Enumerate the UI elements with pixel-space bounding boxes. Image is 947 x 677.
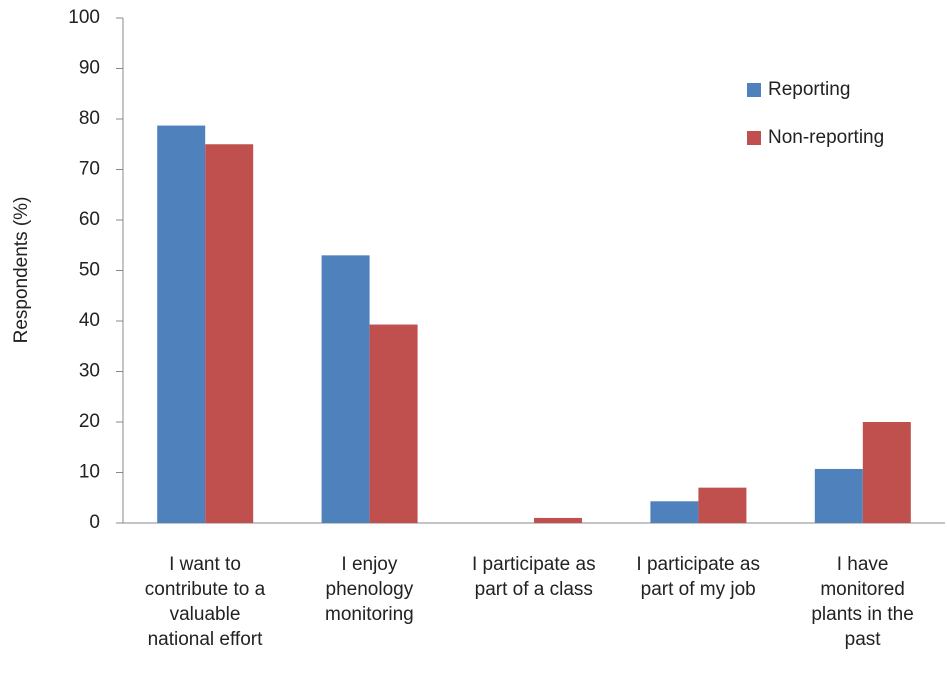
x-tick-label: I enjoy phenology monitoring	[325, 554, 414, 625]
bar	[321, 255, 370, 523]
y-tick-label: 60	[79, 209, 100, 230]
bar	[698, 487, 747, 523]
y-tick-label: 90	[79, 58, 100, 79]
y-tick-label: 40	[79, 310, 100, 331]
legend-label: Reporting	[768, 79, 850, 100]
y-tick-label: 80	[79, 108, 100, 129]
legend-swatch	[747, 131, 761, 145]
y-tick-label: 10	[79, 462, 100, 483]
y-tick-label: 50	[79, 260, 100, 281]
bar	[650, 501, 699, 523]
bar	[862, 422, 911, 523]
x-tick-label: I want to contribute to a valuable natio…	[144, 554, 266, 650]
x-tick-label: I participate as part of a class	[472, 554, 596, 600]
x-tick-label: I participate as part of my job	[636, 554, 760, 600]
y-tick-label: 100	[68, 7, 100, 28]
bar	[534, 517, 582, 523]
y-tick-label: 0	[89, 512, 100, 533]
legend-label: Non-reporting	[768, 127, 884, 148]
y-axis-label: Respondents (%)	[11, 197, 32, 344]
x-tick-label: I have monitored plants in the past	[811, 554, 914, 650]
bar	[157, 125, 206, 523]
y-tick-label: 70	[79, 159, 100, 180]
bar	[369, 324, 418, 523]
y-tick-label: 20	[79, 411, 100, 432]
bar	[814, 468, 863, 523]
bar	[205, 144, 254, 523]
legend-swatch	[747, 83, 761, 97]
y-tick-label: 30	[79, 361, 100, 382]
